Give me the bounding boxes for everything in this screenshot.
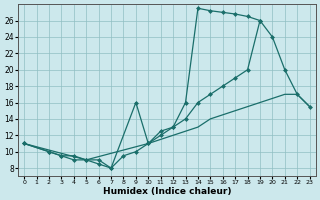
X-axis label: Humidex (Indice chaleur): Humidex (Indice chaleur) bbox=[103, 187, 231, 196]
